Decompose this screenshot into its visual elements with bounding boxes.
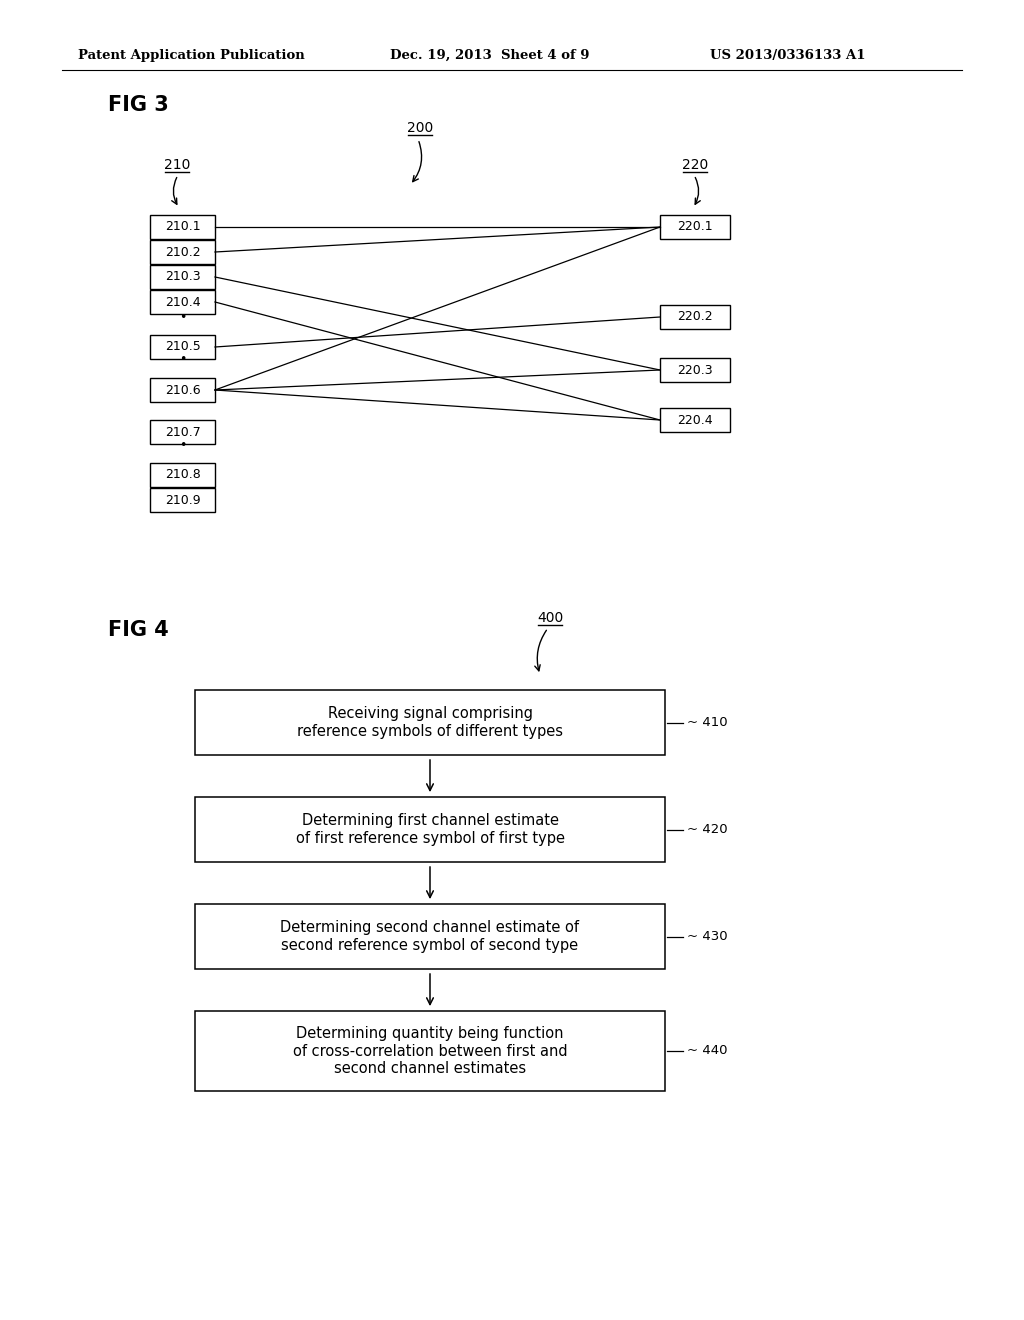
Text: 200: 200 bbox=[407, 121, 433, 135]
Text: FIG 3: FIG 3 bbox=[108, 95, 169, 115]
Text: Dec. 19, 2013  Sheet 4 of 9: Dec. 19, 2013 Sheet 4 of 9 bbox=[390, 49, 590, 62]
Text: •: • bbox=[179, 354, 186, 367]
Bar bbox=[660, 358, 730, 381]
Text: 210.2: 210.2 bbox=[165, 246, 201, 259]
Bar bbox=[150, 290, 215, 314]
Bar bbox=[150, 378, 215, 403]
Text: 210.7: 210.7 bbox=[165, 425, 201, 438]
Bar bbox=[195, 1011, 665, 1092]
Bar bbox=[150, 265, 215, 289]
Text: •: • bbox=[179, 438, 186, 451]
Bar bbox=[195, 690, 665, 755]
Text: 220.3: 220.3 bbox=[677, 363, 713, 376]
Text: 220.1: 220.1 bbox=[677, 220, 713, 234]
Text: ~ 420: ~ 420 bbox=[687, 822, 728, 836]
Text: Receiving signal comprising
reference symbols of different types: Receiving signal comprising reference sy… bbox=[297, 706, 563, 739]
Text: 210.8: 210.8 bbox=[165, 469, 201, 482]
Text: 400: 400 bbox=[537, 611, 563, 624]
Bar bbox=[195, 797, 665, 862]
Text: ~ 430: ~ 430 bbox=[687, 931, 728, 942]
Text: 220.2: 220.2 bbox=[677, 310, 713, 323]
Text: Determining quantity being function
of cross-correlation between first and
secon: Determining quantity being function of c… bbox=[293, 1026, 567, 1076]
Text: 210.6: 210.6 bbox=[165, 384, 201, 396]
Text: 210: 210 bbox=[164, 158, 190, 172]
Text: •: • bbox=[179, 312, 186, 325]
Text: 210.1: 210.1 bbox=[165, 220, 201, 234]
Bar bbox=[195, 904, 665, 969]
Text: FIG 4: FIG 4 bbox=[108, 620, 169, 640]
Bar bbox=[150, 335, 215, 359]
Bar bbox=[660, 305, 730, 329]
Text: 210.9: 210.9 bbox=[165, 494, 201, 507]
Bar bbox=[660, 408, 730, 432]
Text: Determining second channel estimate of
second reference symbol of second type: Determining second channel estimate of s… bbox=[281, 920, 580, 953]
Text: Patent Application Publication: Patent Application Publication bbox=[78, 49, 305, 62]
Text: 220.4: 220.4 bbox=[677, 413, 713, 426]
Bar bbox=[150, 463, 215, 487]
Text: US 2013/0336133 A1: US 2013/0336133 A1 bbox=[710, 49, 865, 62]
Text: ~ 440: ~ 440 bbox=[687, 1044, 727, 1057]
Bar bbox=[150, 488, 215, 512]
Bar bbox=[150, 240, 215, 264]
Text: Determining first channel estimate
of first reference symbol of first type: Determining first channel estimate of fi… bbox=[296, 813, 564, 846]
Text: 210.3: 210.3 bbox=[165, 271, 201, 284]
Bar bbox=[150, 420, 215, 444]
Text: 220: 220 bbox=[682, 158, 709, 172]
Text: 210.5: 210.5 bbox=[165, 341, 201, 354]
Text: 210.4: 210.4 bbox=[165, 296, 201, 309]
Text: ~ 410: ~ 410 bbox=[687, 715, 728, 729]
Bar bbox=[150, 215, 215, 239]
Bar bbox=[660, 215, 730, 239]
